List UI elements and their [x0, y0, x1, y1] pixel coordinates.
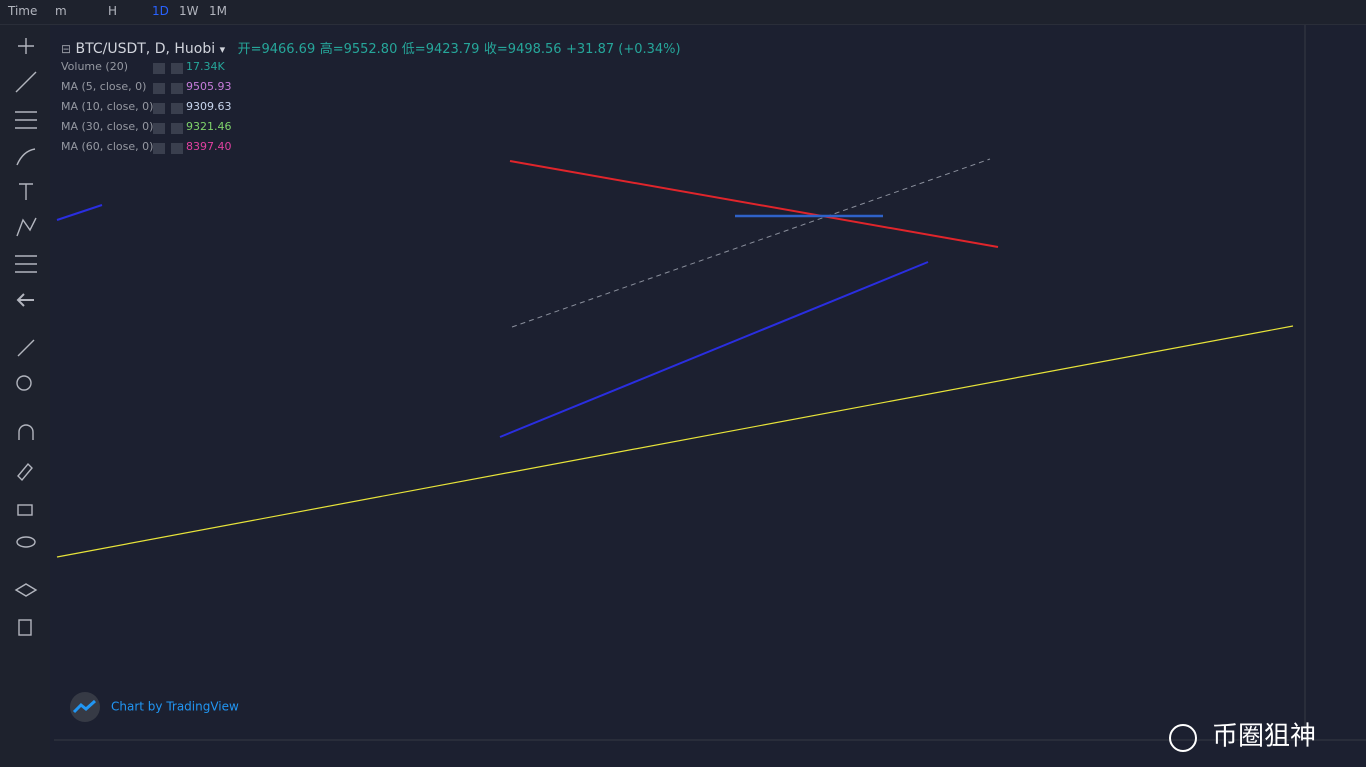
trend-line: [509, 160, 999, 248]
trend-line: [56, 204, 103, 221]
brand: 币圈狙神: [1212, 722, 1316, 752]
icon[interactable]: [171, 82, 183, 94]
indicator-buttons: [147, 101, 183, 114]
indicator-legend[interactable]: Volume (20) 17.34K: [61, 60, 225, 74]
icon[interactable]: [171, 122, 183, 134]
indicator-name: MA (10, close, 0): [61, 100, 154, 113]
icon[interactable]: [153, 62, 165, 74]
indicator-legend[interactable]: MA (30, close, 0) 9321.46: [61, 120, 232, 134]
indicator-value: 9505.93: [186, 80, 232, 93]
indicator-buttons: [147, 121, 183, 134]
interval[interactable]: H: [108, 4, 118, 18]
icon[interactable]: [171, 142, 183, 154]
indicator-value: 17.34K: [186, 60, 225, 73]
indicator-buttons: [147, 141, 183, 154]
left-toolbar: [0, 25, 50, 767]
ohlc-low: 低=9423.79: [401, 42, 480, 57]
menu[interactable]: Time: [8, 4, 38, 18]
trend-line: [56, 325, 1294, 558]
indicator-name: Volume (20): [61, 60, 128, 73]
indicator-value: 8397.40: [186, 140, 232, 153]
interval-active[interactable]: 1D: [152, 4, 169, 18]
symbol[interactable]: BTC/USDT, D, Huobi: [75, 41, 216, 57]
icon[interactable]: [153, 82, 165, 94]
symbol-header: ⊟ BTC/USDT, D, Huobi ▾ 开=9466.69 高=9552.…: [61, 41, 681, 57]
watermark[interactable]: Chart by TradingView: [111, 700, 239, 714]
icon[interactable]: [153, 142, 165, 154]
tool-icons: [14, 38, 38, 636]
ohlc-high: 高=9552.80: [319, 42, 398, 57]
brand-icon: [1169, 724, 1197, 752]
fib-trend: [511, 158, 991, 328]
drawings: [56, 158, 1294, 558]
indicator-buttons: [147, 81, 183, 94]
icon[interactable]: [171, 102, 183, 114]
indicator-name: MA (30, close, 0): [61, 120, 154, 133]
ohlc-open: 开=9466.69: [237, 42, 316, 57]
trend-line: [499, 261, 929, 438]
indicator-value: 9321.46: [186, 120, 232, 133]
icon[interactable]: [171, 62, 183, 74]
indicator-legend[interactable]: MA (60, close, 0) 8397.40: [61, 140, 232, 154]
collapse[interactable]: ⊟: [61, 42, 72, 56]
indicator-name: MA (5, close, 0): [61, 80, 147, 93]
icon[interactable]: [153, 122, 165, 134]
indicator-legend[interactable]: MA (10, close, 0) 9309.63: [61, 100, 232, 114]
tv-logo-mark: [72, 699, 96, 714]
top-toolbar: Time m H 1D 1W 1M: [0, 0, 1366, 25]
indicator-legend[interactable]: MA (5, close, 0) 9505.93: [61, 80, 232, 94]
icon[interactable]: [153, 102, 165, 114]
ohlc-change: +31.87 (+0.34%): [566, 42, 681, 57]
indicator-buttons: [147, 61, 183, 74]
interval[interactable]: 1M: [209, 4, 227, 18]
ohlc-close: 收=9498.56: [483, 42, 562, 57]
interval[interactable]: 1W: [179, 4, 199, 18]
interval[interactable]: m: [55, 4, 67, 18]
indicator-name: MA (60, close, 0): [61, 140, 154, 153]
indicator-value: 9309.63: [186, 100, 232, 113]
